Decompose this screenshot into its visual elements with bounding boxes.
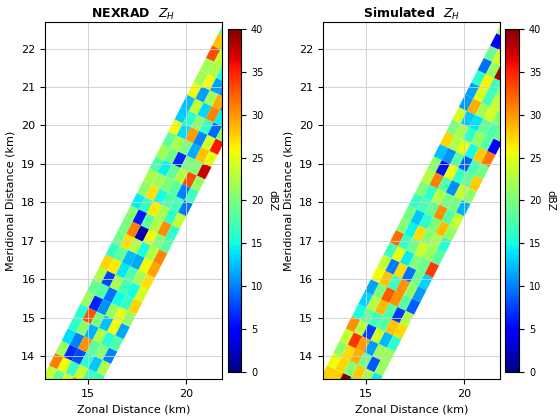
X-axis label: Zonal Distance (km): Zonal Distance (km) [77, 404, 190, 415]
Y-axis label: dBZ: dBZ [268, 190, 277, 211]
Title: Simulated  $Z_H$: Simulated $Z_H$ [363, 5, 460, 22]
X-axis label: Zonal Distance (km): Zonal Distance (km) [354, 404, 468, 415]
Y-axis label: Meridional Distance (km): Meridional Distance (km) [6, 130, 16, 270]
Y-axis label: Meridional Distance (km): Meridional Distance (km) [283, 130, 293, 270]
Title: NEXRAD  $Z_H$: NEXRAD $Z_H$ [91, 7, 175, 22]
Y-axis label: dBZ: dBZ [545, 190, 556, 211]
